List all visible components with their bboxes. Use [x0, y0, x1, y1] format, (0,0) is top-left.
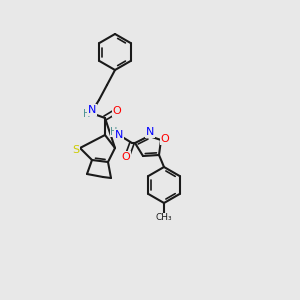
Text: H: H: [110, 127, 118, 137]
Text: N: N: [115, 130, 123, 140]
Text: CH₃: CH₃: [156, 214, 172, 223]
Text: S: S: [72, 145, 80, 155]
Text: N: N: [146, 127, 154, 137]
Text: N: N: [88, 105, 96, 115]
Text: O: O: [160, 134, 169, 144]
Text: O: O: [122, 152, 130, 162]
Text: O: O: [112, 106, 122, 116]
Text: H: H: [83, 109, 91, 119]
